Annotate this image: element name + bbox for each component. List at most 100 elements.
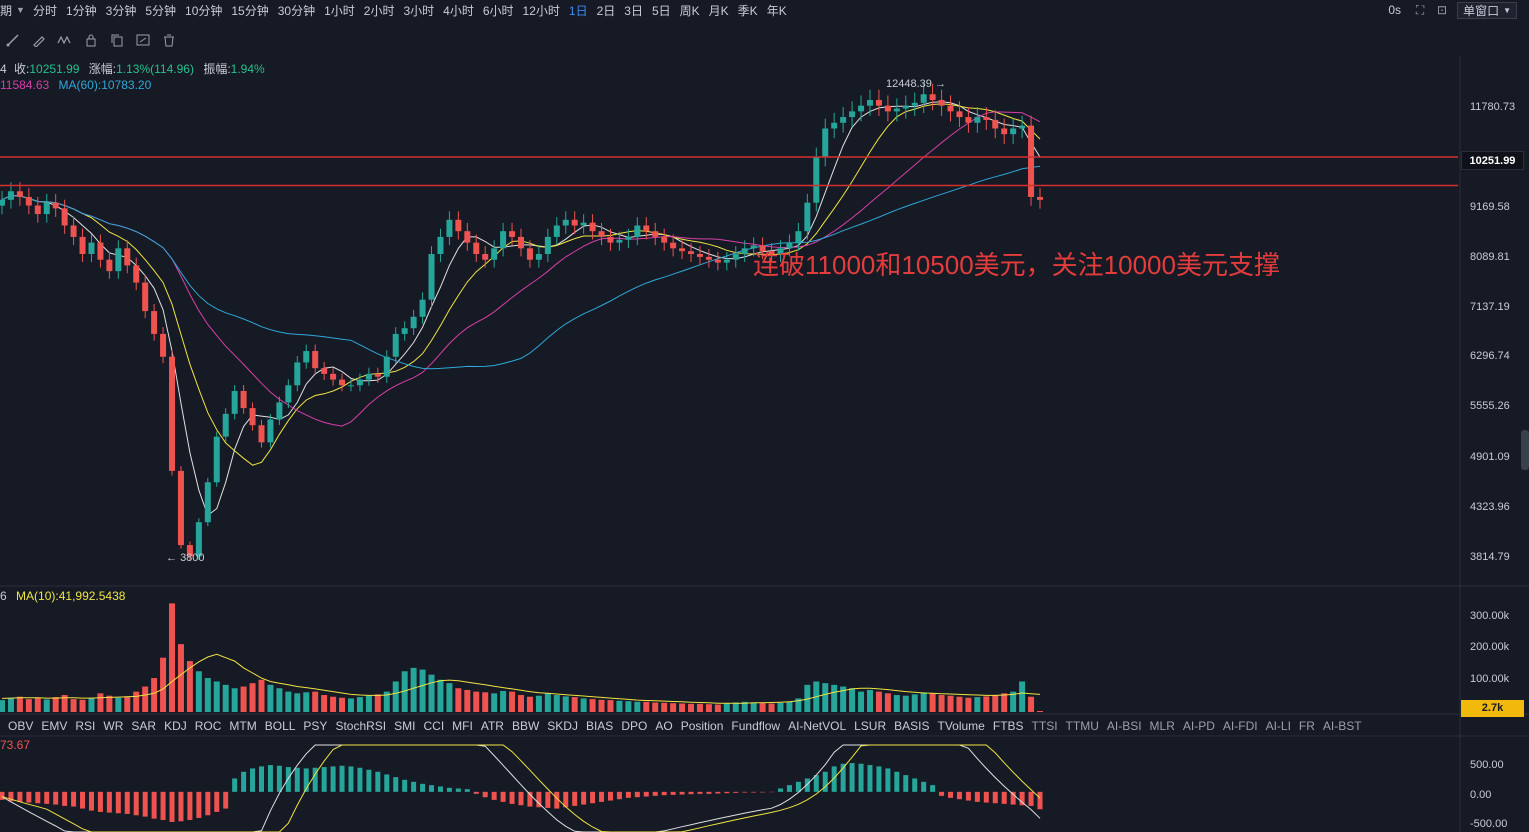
- indicator-tab[interactable]: WR: [103, 719, 124, 733]
- osc-histogram-bar: [232, 778, 238, 792]
- indicator-tab[interactable]: Fundflow: [731, 719, 781, 733]
- osc-histogram-bar: [115, 791, 121, 814]
- interval-tab[interactable]: 6小时: [482, 3, 514, 18]
- indicator-tab[interactable]: BOLL: [264, 719, 296, 733]
- volume-bar: [419, 669, 426, 712]
- interval-tab[interactable]: 3分钟: [105, 3, 137, 18]
- indicator-tab[interactable]: LSUR: [854, 719, 887, 733]
- interval-tab[interactable]: 30分钟: [277, 3, 316, 18]
- price-axis-label: 5555.26: [1470, 400, 1510, 412]
- interval-tab[interactable]: 1分钟: [65, 3, 97, 18]
- indicator-tab[interactable]: AI-PD: [1182, 719, 1215, 733]
- volume-bar: [374, 694, 381, 712]
- indicator-tab[interactable]: AI-NetVOL: [788, 719, 847, 733]
- indicator-tab[interactable]: AI-BSI: [1106, 719, 1142, 733]
- interval-tab[interactable]: 5日: [651, 3, 671, 18]
- indicator-tab[interactable]: TVolume: [937, 719, 985, 733]
- indicator-tab[interactable]: BASIS: [894, 719, 930, 733]
- indicator-tab[interactable]: FTBS: [992, 719, 1024, 733]
- candle-body: [79, 236, 86, 255]
- indicator-tab[interactable]: TTSI: [1031, 719, 1058, 733]
- interval-tab[interactable]: 3小时: [403, 3, 435, 18]
- volume-bar: [571, 697, 578, 712]
- candle-body: [1037, 196, 1043, 200]
- indicator-tab[interactable]: KDJ: [164, 719, 187, 733]
- legend-prefix: 4: [0, 62, 7, 76]
- candle-body: [804, 202, 811, 232]
- volume-bar: [294, 693, 301, 712]
- indicator-tab[interactable]: ATR: [480, 719, 504, 733]
- indicator-tab[interactable]: MTM: [229, 719, 257, 733]
- window-mode-dropdown[interactable]: 单窗口 ▼: [1457, 1, 1517, 19]
- interval-tab[interactable]: 季K: [737, 3, 758, 18]
- chart-scroll-handle[interactable]: [1521, 430, 1529, 470]
- osc-histogram-bar: [724, 791, 730, 794]
- volume-bar: [652, 702, 659, 712]
- lock-tool-icon[interactable]: [78, 30, 104, 50]
- indicator-tab[interactable]: StochRSI: [335, 719, 387, 733]
- candle-body: [231, 390, 238, 414]
- osc-histogram-bar: [339, 765, 345, 792]
- interval-tab[interactable]: 1日: [568, 3, 588, 18]
- interval-tab[interactable]: 15分钟: [231, 3, 269, 18]
- indicator-tab[interactable]: BBW: [511, 719, 540, 733]
- indicator-tab[interactable]: OBV: [8, 719, 34, 733]
- interval-tab[interactable]: 周K: [679, 3, 700, 18]
- indicator-tab[interactable]: TTMU: [1065, 719, 1099, 733]
- pattern-tool-icon[interactable]: [52, 30, 78, 50]
- interval-tab[interactable]: 12小时: [522, 3, 560, 18]
- screenshot-icon[interactable]: ⊡: [1437, 3, 1448, 17]
- period-dropdown-icon[interactable]: ▼: [16, 5, 25, 15]
- indicator-tab[interactable]: EMV: [41, 719, 68, 733]
- indicator-tab[interactable]: MFI: [452, 719, 473, 733]
- candle-body: [285, 385, 292, 403]
- indicator-tab[interactable]: AI-FDI: [1222, 719, 1258, 733]
- moving-average-line: [1, 101, 1041, 517]
- osc-histogram-bar: [1019, 791, 1025, 806]
- osc-histogram-bar: [688, 791, 694, 795]
- indicator-tab[interactable]: CCI: [423, 719, 445, 733]
- interval-tab[interactable]: 2小时: [363, 3, 395, 18]
- volume-bar: [768, 703, 775, 712]
- indicator-tab[interactable]: AO: [655, 719, 673, 733]
- brush-tool-icon[interactable]: [26, 30, 52, 50]
- candle-body: [124, 248, 131, 266]
- interval-tab[interactable]: 年K: [766, 3, 787, 18]
- volume-bar: [213, 681, 220, 712]
- indicator-tab[interactable]: SMI: [394, 719, 416, 733]
- indicator-tab[interactable]: SKDJ: [547, 719, 578, 733]
- indicator-tab[interactable]: BIAS: [585, 719, 614, 733]
- interval-tab[interactable]: 10分钟: [185, 3, 223, 18]
- interval-tab[interactable]: 4小时: [443, 3, 474, 18]
- high-marker: 12448.39 →: [886, 78, 946, 90]
- candle-body: [893, 108, 900, 112]
- measure-tool-icon[interactable]: [130, 30, 156, 50]
- interval-tab[interactable]: 1小时: [324, 3, 355, 18]
- candle-body: [1028, 125, 1035, 197]
- candle-body: [759, 245, 766, 252]
- indicator-tab[interactable]: DPO: [621, 719, 648, 733]
- indicator-tab[interactable]: Position: [680, 719, 724, 733]
- indicator-tab[interactable]: AI-BST: [1322, 719, 1362, 733]
- interval-tab[interactable]: 3日: [624, 3, 643, 18]
- copy-tool-icon[interactable]: [104, 30, 130, 50]
- interval-tab[interactable]: 分时: [32, 3, 57, 18]
- fullscreen-icon[interactable]: ⛶: [1415, 3, 1425, 17]
- indicator-tab[interactable]: AI-LI: [1265, 719, 1291, 733]
- ma-left-value: 11584.63: [0, 78, 50, 92]
- osc-histogram-bar: [17, 791, 23, 802]
- indicator-tab[interactable]: SAR: [131, 719, 157, 733]
- osc-histogram-bar: [1001, 791, 1007, 804]
- interval-tab[interactable]: 2日: [596, 3, 616, 18]
- indicator-tab[interactable]: RSI: [75, 719, 96, 733]
- trend-line-tool-icon[interactable]: [0, 30, 26, 50]
- indicator-tab[interactable]: MLR: [1149, 719, 1175, 733]
- indicator-tab[interactable]: ROC: [194, 719, 222, 733]
- interval-tab[interactable]: 5分钟: [145, 3, 177, 18]
- indicator-tab[interactable]: PSY: [303, 719, 328, 733]
- volume-bar: [455, 688, 462, 712]
- trash-icon[interactable]: [156, 30, 182, 50]
- indicator-tab[interactable]: FR: [1298, 719, 1315, 733]
- interval-tab[interactable]: 月K: [708, 3, 729, 18]
